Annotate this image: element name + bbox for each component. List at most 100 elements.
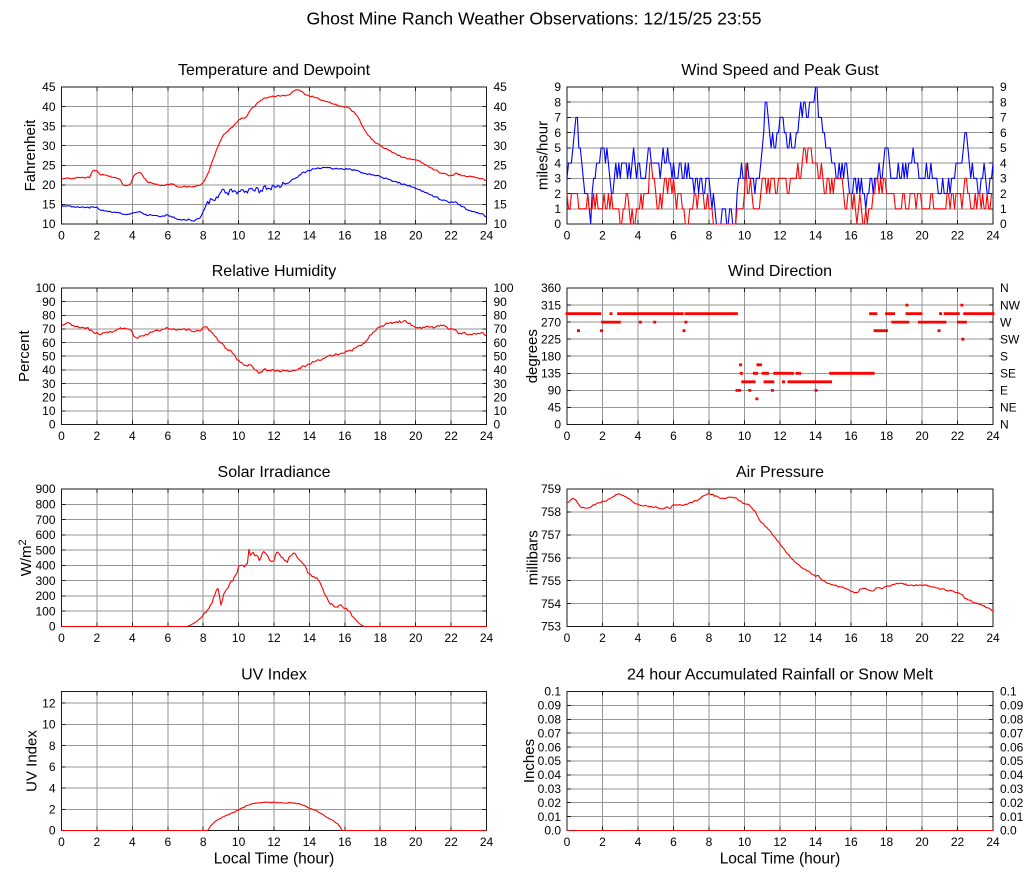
svg-text:8: 8 (706, 429, 713, 443)
svg-text:0.01: 0.01 (1000, 810, 1024, 824)
svg-text:4: 4 (1000, 156, 1007, 170)
svg-text:0.0: 0.0 (1000, 824, 1017, 838)
svg-text:8: 8 (706, 835, 713, 849)
svg-text:2: 2 (599, 835, 606, 849)
svg-text:30: 30 (42, 377, 56, 391)
svg-text:4: 4 (554, 156, 561, 170)
svg-text:0: 0 (1000, 217, 1007, 231)
svg-text:10: 10 (738, 229, 752, 243)
svg-text:2: 2 (554, 187, 561, 201)
svg-text:0.07: 0.07 (1000, 726, 1024, 740)
svg-text:2: 2 (94, 229, 101, 243)
svg-text:60: 60 (42, 336, 56, 350)
svg-text:8: 8 (200, 631, 207, 645)
svg-text:400: 400 (35, 559, 55, 573)
svg-text:758: 758 (541, 505, 561, 519)
svg-text:12: 12 (267, 429, 281, 443)
svg-text:900: 900 (35, 482, 55, 496)
svg-text:16: 16 (844, 429, 858, 443)
svg-text:6: 6 (670, 631, 677, 645)
svg-text:8: 8 (200, 429, 207, 443)
svg-text:0.05: 0.05 (538, 754, 562, 768)
svg-text:0: 0 (564, 429, 571, 443)
svg-text:759: 759 (541, 482, 561, 496)
svg-text:9: 9 (554, 80, 561, 94)
svg-text:9: 9 (1000, 80, 1007, 94)
svg-text:70: 70 (494, 322, 508, 336)
svg-text:14: 14 (809, 835, 823, 849)
svg-text:45: 45 (494, 80, 508, 94)
svg-text:6: 6 (1000, 126, 1007, 140)
svg-text:20: 20 (915, 229, 929, 243)
svg-text:W/m2: W/m2 (17, 539, 35, 576)
svg-text:Solar Irradiance: Solar Irradiance (218, 464, 331, 481)
svg-text:4: 4 (635, 429, 642, 443)
svg-text:0: 0 (58, 835, 65, 849)
svg-text:Wind Speed and Peak Gust: Wind Speed and Peak Gust (681, 62, 879, 79)
svg-text:0.1: 0.1 (544, 685, 561, 699)
svg-text:0: 0 (49, 620, 56, 634)
svg-text:20: 20 (409, 835, 423, 849)
svg-text:2: 2 (1000, 187, 1007, 201)
svg-text:0.09: 0.09 (1000, 699, 1024, 713)
svg-text:4: 4 (49, 781, 56, 795)
svg-text:18: 18 (880, 835, 894, 849)
svg-text:600: 600 (35, 528, 55, 542)
svg-text:0.07: 0.07 (538, 726, 562, 740)
svg-text:200: 200 (35, 589, 55, 603)
svg-text:0.06: 0.06 (1000, 740, 1024, 754)
svg-text:90: 90 (494, 295, 508, 309)
svg-text:24 hour Accumulated Rainfall o: 24 hour Accumulated Rainfall or Snow Mel… (627, 666, 933, 683)
svg-text:16: 16 (844, 229, 858, 243)
svg-text:2: 2 (94, 835, 101, 849)
svg-text:20: 20 (494, 178, 508, 192)
svg-text:10: 10 (494, 404, 508, 418)
svg-text:Wind Direction: Wind Direction (728, 263, 832, 280)
svg-text:UV Index: UV Index (24, 730, 41, 792)
svg-text:225: 225 (541, 332, 561, 346)
svg-text:14: 14 (303, 835, 317, 849)
svg-text:1: 1 (554, 202, 561, 216)
svg-text:24: 24 (986, 229, 1000, 243)
svg-text:2: 2 (49, 803, 56, 817)
svg-text:E: E (1000, 384, 1008, 398)
svg-text:18: 18 (880, 229, 894, 243)
svg-text:22: 22 (444, 835, 458, 849)
svg-text:2: 2 (599, 631, 606, 645)
svg-text:0.0: 0.0 (544, 824, 561, 838)
svg-text:22: 22 (951, 429, 965, 443)
svg-text:35: 35 (494, 119, 508, 133)
svg-text:Fahrenheit: Fahrenheit (22, 119, 39, 192)
svg-text:50: 50 (42, 349, 56, 363)
svg-text:24: 24 (480, 429, 494, 443)
svg-text:70: 70 (42, 322, 56, 336)
svg-text:18: 18 (374, 229, 388, 243)
svg-text:20: 20 (915, 631, 929, 645)
svg-text:10: 10 (42, 217, 56, 231)
svg-text:18: 18 (374, 835, 388, 849)
svg-text:6: 6 (554, 126, 561, 140)
svg-text:25: 25 (42, 159, 56, 173)
svg-text:754: 754 (541, 597, 561, 611)
svg-text:0: 0 (58, 631, 65, 645)
svg-text:753: 753 (541, 620, 561, 634)
svg-text:Temperature and Dewpoint: Temperature and Dewpoint (178, 62, 371, 79)
svg-text:0: 0 (564, 229, 571, 243)
svg-text:0.08: 0.08 (538, 713, 562, 727)
svg-text:20: 20 (494, 390, 508, 404)
svg-text:12: 12 (773, 429, 787, 443)
svg-text:6: 6 (164, 429, 171, 443)
svg-text:40: 40 (494, 100, 508, 114)
svg-text:6: 6 (670, 229, 677, 243)
svg-text:4: 4 (129, 835, 136, 849)
svg-text:0.03: 0.03 (1000, 782, 1024, 796)
svg-text:0.04: 0.04 (1000, 768, 1024, 782)
svg-text:80: 80 (42, 309, 56, 323)
svg-text:6: 6 (670, 429, 677, 443)
svg-text:10: 10 (42, 404, 56, 418)
svg-text:500: 500 (35, 543, 55, 557)
svg-text:756: 756 (541, 551, 561, 565)
svg-text:2: 2 (599, 429, 606, 443)
svg-text:16: 16 (338, 229, 352, 243)
svg-text:10: 10 (232, 429, 246, 443)
